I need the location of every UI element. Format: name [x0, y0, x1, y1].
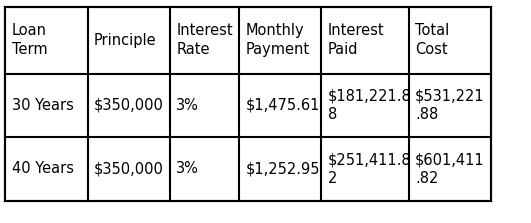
Text: $350,000: $350,000 — [94, 161, 164, 176]
Text: 40 Years: 40 Years — [12, 161, 74, 176]
Text: $1,475.61: $1,475.61 — [245, 98, 320, 113]
Text: 30 Years: 30 Years — [12, 98, 74, 113]
Text: 3%: 3% — [176, 161, 199, 176]
Text: 3%: 3% — [176, 98, 199, 113]
Bar — [5, 7, 491, 201]
Text: $181,221.8
8: $181,221.8 8 — [328, 89, 412, 122]
Text: $251,411.8
2: $251,411.8 2 — [328, 152, 411, 186]
Text: $531,221
.88: $531,221 .88 — [415, 89, 485, 122]
Text: Principle: Principle — [94, 33, 157, 48]
Text: Total
Cost: Total Cost — [415, 23, 450, 57]
Text: $1,252.95: $1,252.95 — [245, 161, 320, 176]
Text: $601,411
.82: $601,411 .82 — [415, 152, 485, 186]
Text: Monthly
Payment: Monthly Payment — [245, 23, 310, 57]
Text: Interest
Rate: Interest Rate — [176, 23, 233, 57]
Text: Loan
Term: Loan Term — [12, 23, 47, 57]
Text: $350,000: $350,000 — [94, 98, 164, 113]
Text: Interest
Paid: Interest Paid — [328, 23, 384, 57]
